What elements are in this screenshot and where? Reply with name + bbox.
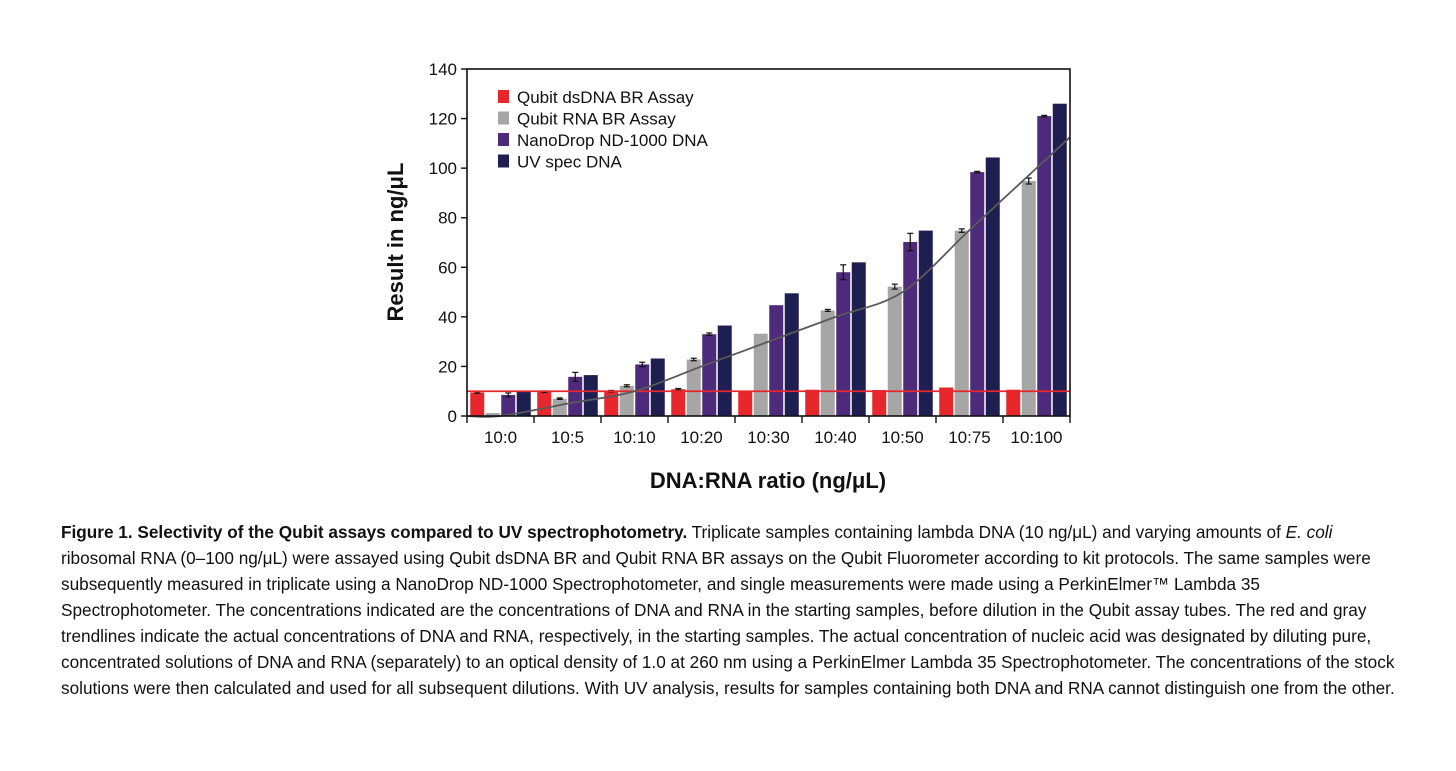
- bar: [784, 293, 799, 416]
- bar: [887, 286, 902, 416]
- bar: [738, 391, 753, 416]
- x-tick-label: 10:20: [680, 428, 723, 447]
- bar: [753, 333, 768, 416]
- legend-label: UV spec DNA: [517, 153, 623, 172]
- x-tick-label: 10:0: [484, 428, 517, 447]
- legend-label: Qubit dsDNA BR Assay: [517, 88, 694, 107]
- bar: [769, 305, 784, 416]
- bars-group: [470, 103, 1067, 417]
- bar: [635, 364, 650, 416]
- legend-swatch: [498, 154, 509, 168]
- y-tick-label: 60: [438, 258, 457, 277]
- y-tick-label: 20: [438, 357, 457, 376]
- plot-frame: [466, 68, 1071, 417]
- bar: [537, 391, 552, 416]
- x-tick-label: 10:75: [948, 428, 991, 447]
- plot-background: [467, 69, 1070, 416]
- bar: [1037, 116, 1052, 416]
- figure-caption: Figure 1. Selectivity of the Qubit assay…: [61, 519, 1401, 701]
- figure-chart: 0 20 40 60 80 100 120 140 10:0 10:5 10:10 10:20 10:3…: [383, 60, 1071, 493]
- bar: [552, 398, 567, 416]
- bar: [650, 358, 665, 416]
- legend-swatch: [498, 133, 509, 146]
- trendlines-group: [466, 136, 1071, 418]
- x-tick-label: 10:100: [1011, 428, 1063, 447]
- y-axis-title: Result in ng/μL: [383, 163, 408, 322]
- trendline: [466, 136, 1071, 418]
- bar: [954, 230, 969, 416]
- bar: [836, 272, 851, 416]
- x-axis-title: DNA:RNA ratio (ng/μL): [650, 468, 886, 493]
- bar: [985, 157, 1000, 417]
- caption-text-a: Triplicate samples containing lambda DNA…: [687, 522, 1286, 542]
- x-tick-label: 10:30: [747, 428, 790, 447]
- bar: [851, 262, 866, 416]
- bar: [805, 389, 820, 416]
- bar: [501, 394, 516, 416]
- bar: [1052, 103, 1067, 416]
- y-tick-label: 120: [429, 110, 457, 129]
- caption-text-b: ribosomal RNA (0–100 ng/μL) were assayed…: [61, 548, 1395, 698]
- bar: [939, 387, 954, 416]
- caption-title: Figure 1. Selectivity of the Qubit assay…: [61, 522, 688, 542]
- x-tick-label: 10:5: [551, 428, 584, 447]
- legend: Qubit dsDNA BR Assay Qubit RNA BR Assay Na…: [498, 88, 709, 172]
- bar: [717, 325, 732, 416]
- bar: [1006, 389, 1021, 416]
- legend-label: NanoDrop ND-1000 DNA: [517, 131, 709, 150]
- bar: [903, 242, 918, 416]
- legend-label: Qubit RNA BR Assay: [517, 110, 676, 129]
- bar: [872, 389, 887, 416]
- y-tick-label: 0: [448, 407, 457, 426]
- y-tick-label: 100: [429, 159, 457, 178]
- legend-swatch: [498, 111, 509, 125]
- bar: [702, 334, 717, 416]
- y-tick-label: 140: [429, 60, 457, 79]
- x-tick-label: 10:50: [881, 428, 924, 447]
- bar: [686, 359, 701, 416]
- y-tick-label: 40: [438, 308, 457, 327]
- bar: [671, 389, 686, 416]
- y-tick-label: 80: [438, 209, 457, 228]
- bar: [583, 375, 598, 416]
- bar: [516, 390, 531, 416]
- axes-group: 0 20 40 60 80 100 120 140 10:0 10:5 10:10 10:20 10:3…: [429, 60, 1071, 447]
- caption-species: E. coli: [1285, 522, 1333, 542]
- legend-swatch: [498, 90, 509, 103]
- x-tick-label: 10:10: [613, 428, 656, 447]
- bar: [485, 413, 500, 416]
- bar: [568, 376, 583, 416]
- bar: [820, 310, 835, 416]
- bar: [970, 172, 985, 416]
- plot-area: [467, 69, 1070, 416]
- bar: [918, 230, 933, 416]
- bar: [619, 385, 634, 416]
- bar: [1021, 181, 1036, 416]
- x-tick-label: 10:40: [814, 428, 857, 447]
- bar: [470, 392, 485, 416]
